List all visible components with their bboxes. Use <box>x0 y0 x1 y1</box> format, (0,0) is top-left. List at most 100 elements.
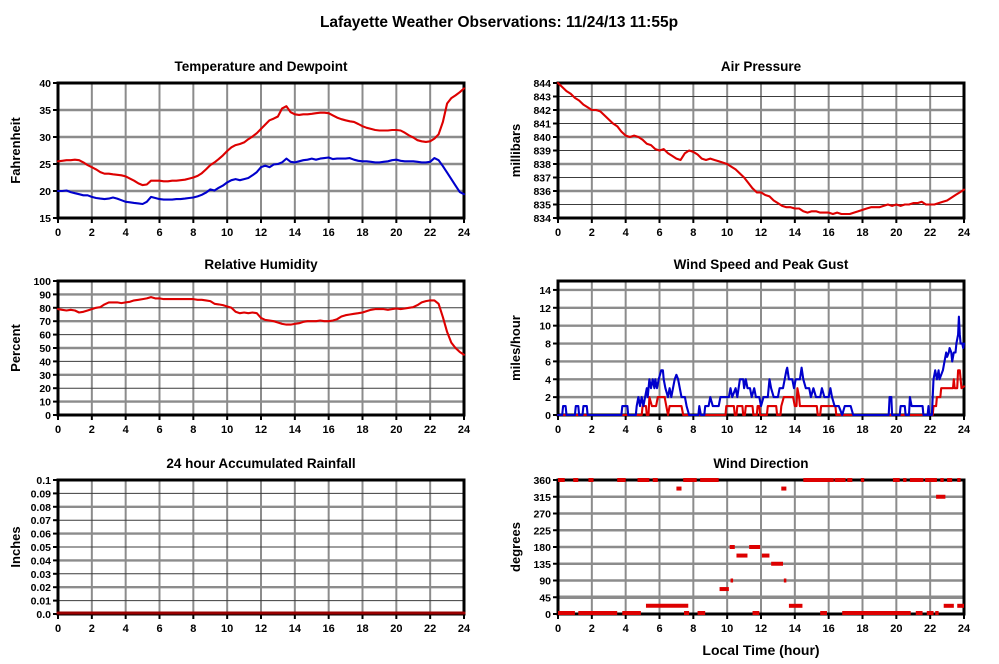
y-tick-label: 0.06 <box>31 529 52 541</box>
chart-title: Air Pressure <box>721 59 802 74</box>
x-tick-label: 2 <box>89 227 95 239</box>
y-tick-label: 20 <box>39 186 51 198</box>
x-tick-label: 20 <box>390 227 402 239</box>
x-tick-label: 20 <box>890 227 902 239</box>
x-tick-label: 12 <box>755 623 767 635</box>
y-tick-label: 844 <box>533 78 551 90</box>
y-tick-label: 837 <box>533 173 551 185</box>
x-tick-label: 18 <box>856 424 868 436</box>
y-tick-label: 15 <box>39 213 51 225</box>
y-tick-label: 60 <box>39 330 51 342</box>
y-tick-label: 0.04 <box>31 555 52 567</box>
x-tick-label: 10 <box>721 623 733 635</box>
y-tick-label: 0.09 <box>31 488 52 500</box>
x-tick-label: 24 <box>958 424 971 436</box>
x-tick-label: 6 <box>156 227 162 239</box>
x-tick-label: 6 <box>656 623 662 635</box>
y-tick-label: 4 <box>545 374 551 386</box>
y-tick-label: 0.02 <box>31 582 52 594</box>
x-tick-label: 0 <box>555 227 561 239</box>
y-tick-label: 840 <box>533 132 551 144</box>
y-tick-label: 90 <box>539 576 551 588</box>
x-tick-label: 8 <box>690 623 696 635</box>
x-tick-label: 24 <box>958 623 971 635</box>
y-tick-label: 20 <box>39 383 51 395</box>
y-tick-label: 40 <box>39 356 51 368</box>
air-pressure-chart: 0 2 4 6 8 10 12 14 16 18 20 22 248348358368378388398… <box>508 59 971 239</box>
y-axis-unit-label: Inches <box>8 526 23 567</box>
y-tick-label: 70 <box>39 316 51 328</box>
x-tick-label: 22 <box>424 424 436 436</box>
y-tick-label: 835 <box>533 200 551 212</box>
x-tick-label: 6 <box>656 227 662 239</box>
x-tick-label: 16 <box>323 424 335 436</box>
x-tick-label: 0 <box>55 623 61 635</box>
x-tick-label: 14 <box>289 227 302 239</box>
x-tick-label: 2 <box>589 623 595 635</box>
y-tick-label: 0.07 <box>31 515 52 527</box>
x-tick-label: 4 <box>123 424 130 436</box>
x-tick-label: 8 <box>690 227 696 239</box>
y-tick-label: 45 <box>539 592 551 604</box>
x-tick-label: 16 <box>323 623 335 635</box>
x-tick-label: 22 <box>924 424 936 436</box>
x-tick-label: 10 <box>721 227 733 239</box>
x-tick-label: 24 <box>458 623 471 635</box>
y-tick-label: 270 <box>533 509 551 521</box>
y-tick-label: 834 <box>533 213 551 225</box>
y-tick-label: 0 <box>45 410 51 422</box>
x-tick-label: 22 <box>424 623 436 635</box>
y-tick-label: 315 <box>533 492 551 504</box>
x-tick-label: 4 <box>123 623 130 635</box>
y-tick-label: 10 <box>539 321 551 333</box>
x-tick-label: 24 <box>458 227 471 239</box>
x-tick-label: 0 <box>555 424 561 436</box>
plot-border <box>556 478 966 616</box>
x-tick-label: 12 <box>755 227 767 239</box>
x-tick-label: 4 <box>123 227 130 239</box>
temperature-dewpoint-chart: 0 2 4 6 8 10 12 14 16 18 20 22 24152025303540Tempera… <box>8 59 471 239</box>
x-tick-label: 18 <box>356 227 368 239</box>
y-axis-unit-label: degrees <box>508 522 523 572</box>
x-tick-label: 12 <box>255 227 267 239</box>
y-tick-label: 8 <box>545 339 551 351</box>
y-tick-label: 10 <box>39 397 51 409</box>
chart-title: Wind Speed and Peak Gust <box>674 257 849 272</box>
x-tick-label: 16 <box>323 227 335 239</box>
y-tick-label: 225 <box>533 525 551 537</box>
y-tick-label: 839 <box>533 146 551 158</box>
wind-direction-chart: 0 2 4 6 8 10 12 14 16 18 20 22 240459013518022527031… <box>508 456 971 658</box>
x-tick-label: 8 <box>190 623 196 635</box>
x-tick-label: 12 <box>755 424 767 436</box>
y-tick-label: 0.0 <box>36 609 51 621</box>
y-tick-label: 836 <box>533 186 551 198</box>
x-tick-label: 6 <box>656 424 662 436</box>
x-tick-label: 2 <box>89 424 95 436</box>
peak-gust-line <box>556 315 966 417</box>
x-tick-label: 14 <box>789 623 802 635</box>
chart-title: Temperature and Dewpoint <box>174 59 348 74</box>
y-tick-label: 843 <box>533 92 551 104</box>
x-tick-label: 10 <box>221 623 233 635</box>
y-tick-label: 40 <box>39 78 51 90</box>
y-axis-unit-label: Fahrenheit <box>8 117 23 184</box>
x-tick-label: 24 <box>458 424 471 436</box>
x-tick-label: 22 <box>424 227 436 239</box>
plot-border <box>556 81 966 220</box>
y-tick-label: 841 <box>533 119 551 131</box>
x-tick-label: 10 <box>221 424 233 436</box>
x-tick-label: 14 <box>789 227 802 239</box>
dewpoint-line <box>56 156 466 206</box>
x-tick-label: 4 <box>623 424 630 436</box>
y-tick-label: 842 <box>533 105 551 117</box>
x-tick-label: 14 <box>289 623 302 635</box>
y-tick-label: 0.05 <box>31 542 52 554</box>
x-tick-label: 24 <box>958 227 971 239</box>
y-tick-label: 90 <box>39 289 51 301</box>
y-tick-label: 0 <box>545 609 551 621</box>
x-tick-label: 20 <box>390 424 402 436</box>
pressure-line <box>556 81 966 216</box>
